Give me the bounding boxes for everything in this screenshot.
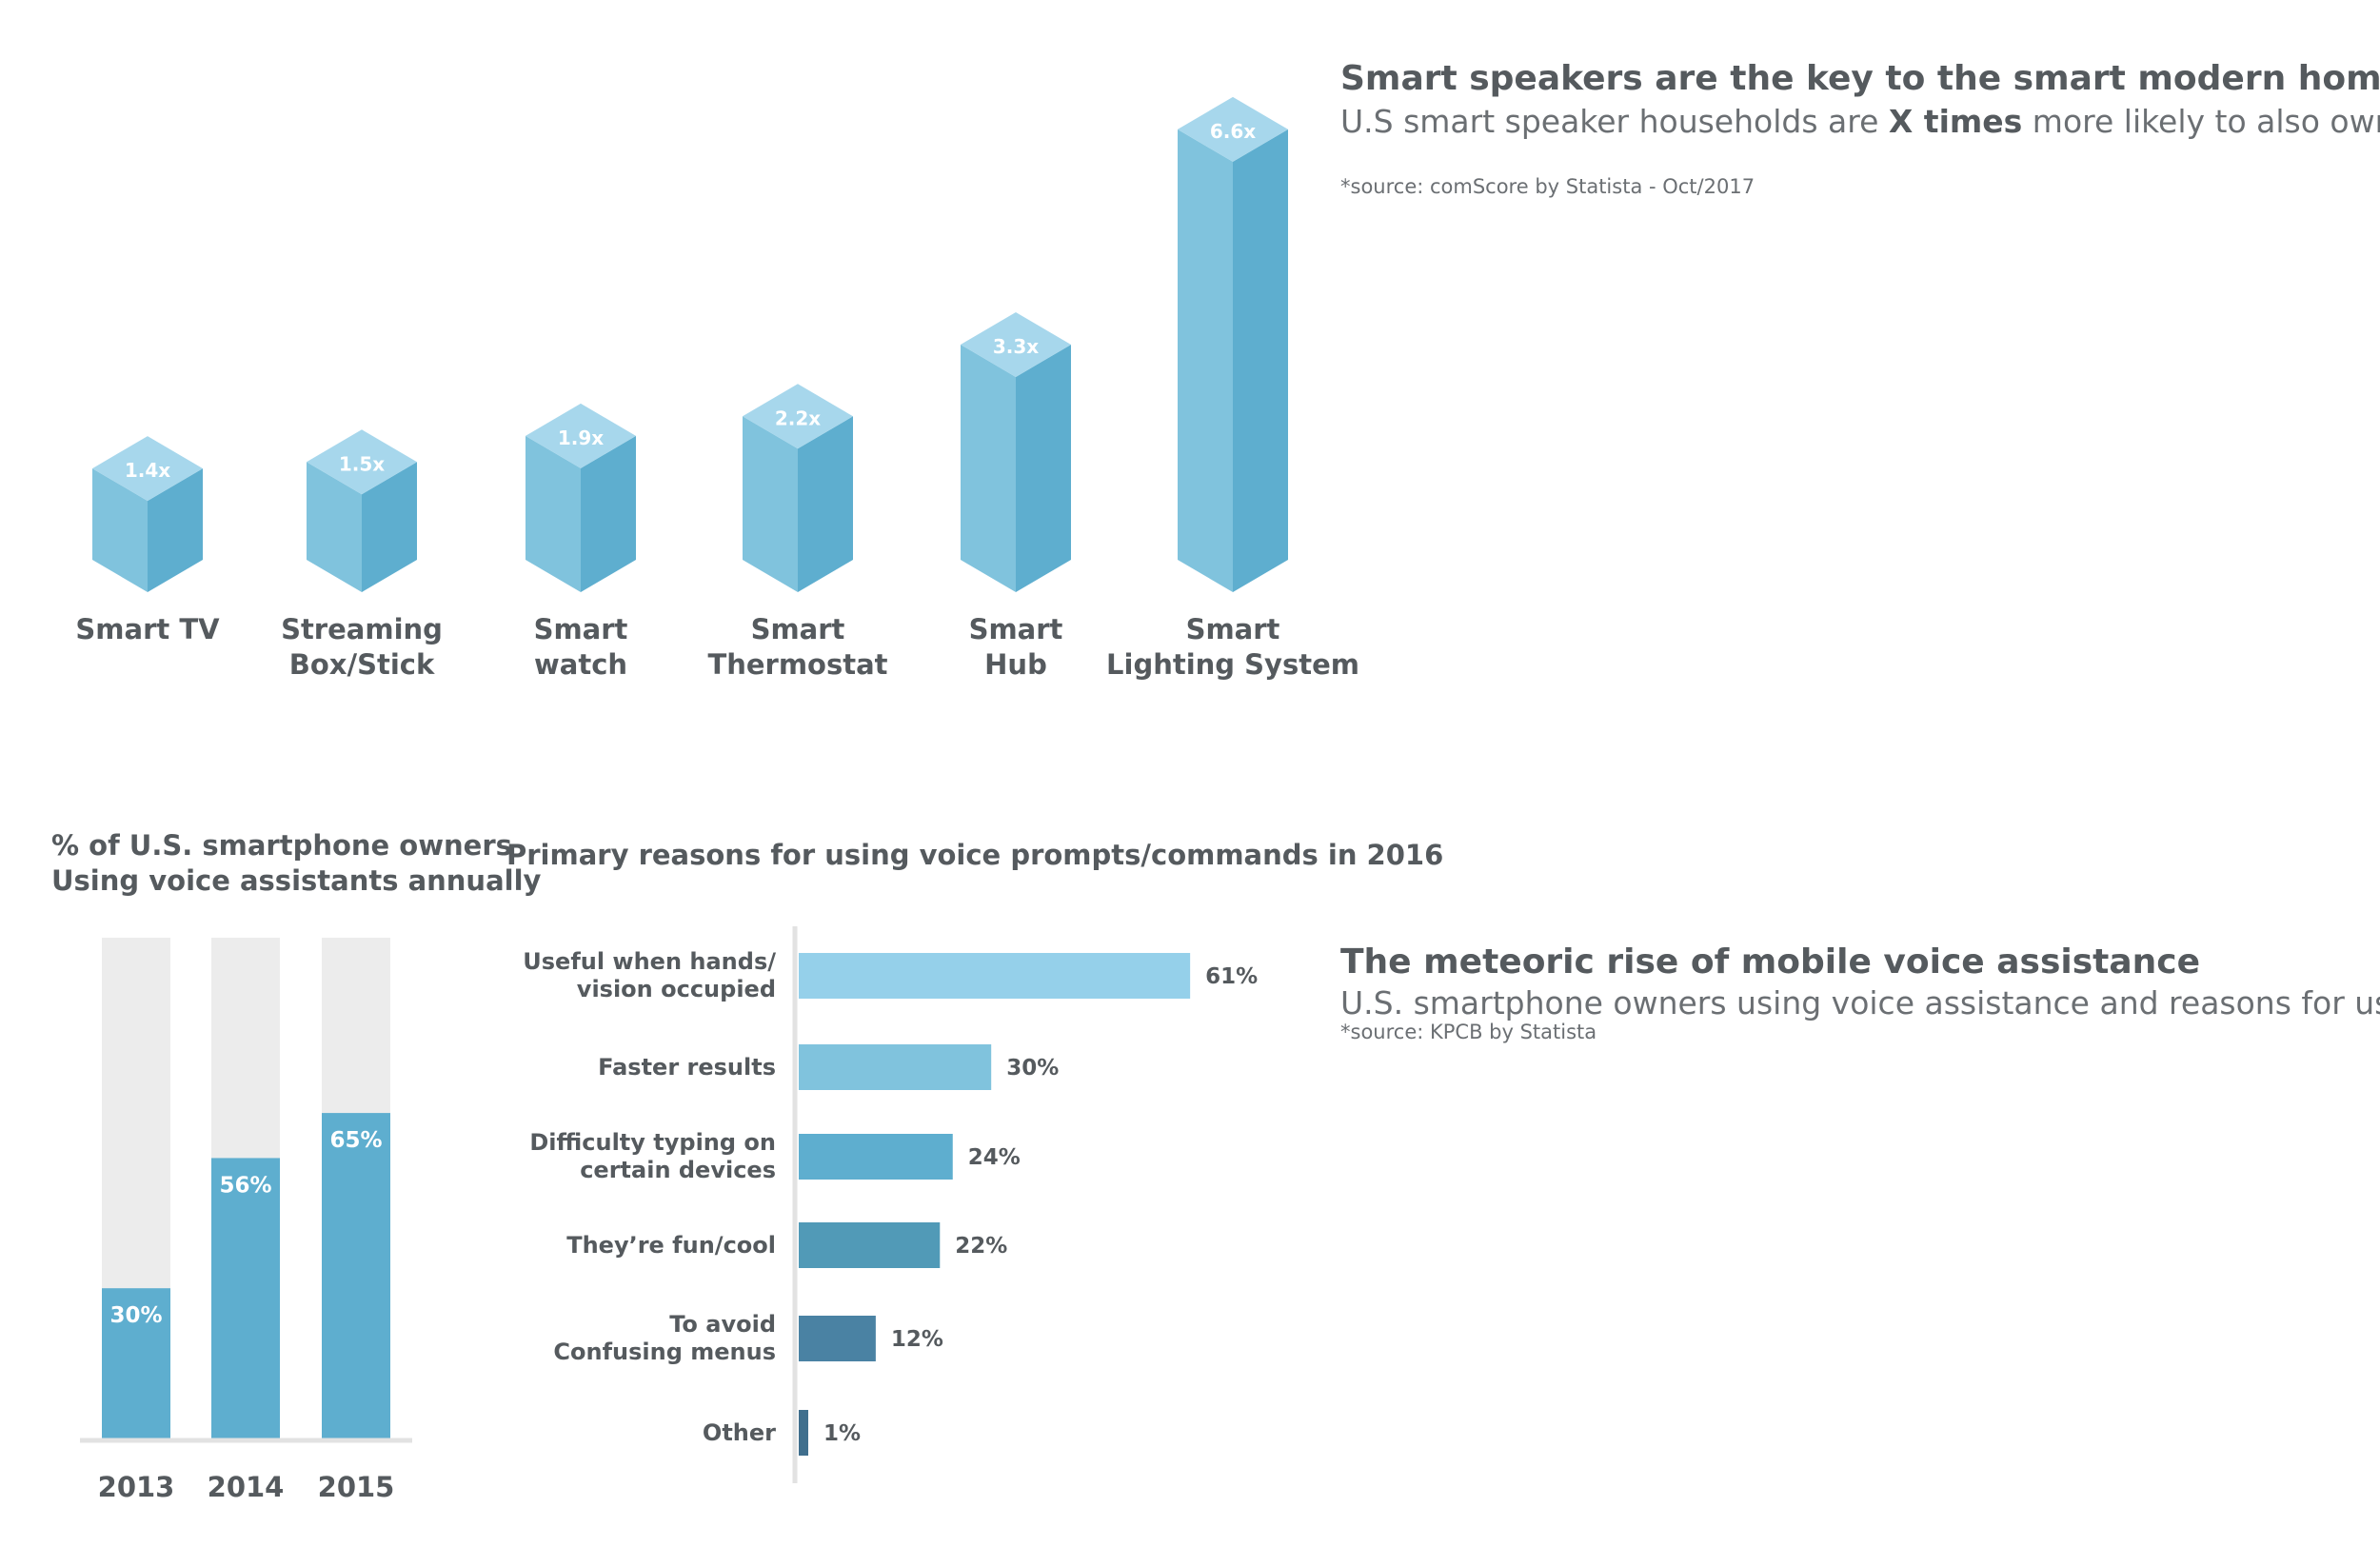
top-title: Smart speakers are the key to the smart … [1340, 59, 2380, 98]
cube-left-face-3 [743, 416, 798, 592]
cube-top-face-0 [92, 436, 203, 502]
year-bar-1 [211, 1158, 280, 1438]
cube-top-face-3 [743, 384, 853, 449]
right-chart-title: Primary reasons for using voice prompts/… [506, 839, 1444, 871]
cube-right-face-2 [581, 435, 636, 592]
reason-bar-value-label: 12% [891, 1327, 943, 1352]
reason-bar-value-label: 30% [1006, 1056, 1059, 1081]
cube-category-label: Lighting System [1106, 648, 1359, 681]
reason-category-label: Confusing menus [553, 1339, 776, 1365]
cube-value-label: 3.3x [993, 335, 1039, 358]
reason-category-label: To avoid [669, 1311, 776, 1338]
bottom-subtitle: U.S. smartphone owners using voice assis… [1340, 984, 2380, 1022]
reason-bar-5 [799, 1410, 808, 1456]
year-bar-0 [102, 1288, 170, 1438]
year-tick-label: 2015 [317, 1471, 395, 1503]
reason-category-label: They’re fun/cool [566, 1231, 776, 1259]
cube-top-face-5 [1178, 96, 1288, 162]
cube-right-face-0 [148, 468, 203, 592]
year-bar-value-label: 56% [219, 1173, 271, 1198]
reason-category-label: Other [702, 1418, 776, 1446]
cube-top-face-1 [307, 429, 417, 495]
reason-bar-3 [799, 1222, 941, 1268]
reason-bar-4 [799, 1316, 876, 1361]
left-chart-title-line1: % of U.S. smartphone owners [51, 829, 512, 862]
cube-top-face-2 [526, 403, 636, 468]
cube-top-face-4 [961, 311, 1071, 377]
year-bar-2 [322, 1113, 390, 1438]
reason-bar-value-label: 24% [968, 1145, 1021, 1170]
cube-right-face-1 [362, 462, 417, 592]
reason-bar-value-label: 61% [1205, 964, 1258, 989]
cube-category-label: watch [533, 648, 628, 681]
cube-right-face-4 [1016, 344, 1071, 592]
reason-category-label: Faster results [598, 1053, 776, 1081]
top-subtitle: U.S smart speaker households are X times… [1340, 103, 2380, 140]
reason-bar-value-label: 22% [955, 1234, 1007, 1259]
year-bar-value-label: 65% [329, 1128, 382, 1153]
cube-left-face-2 [526, 435, 581, 592]
year-bar-value-label: 30% [109, 1303, 162, 1328]
top-subtitle-post: more likely to also own a… [2032, 103, 2380, 140]
cube-left-face-5 [1178, 129, 1233, 592]
cube-category-label: Streaming [281, 613, 443, 645]
reason-category-label: Difficulty typing on [529, 1129, 776, 1156]
year-tick-label: 2014 [207, 1471, 285, 1503]
cube-category-label: Box/Stick [288, 648, 435, 681]
reason-category-label: certain devices [580, 1157, 776, 1183]
cube-category-label: Hub [984, 648, 1047, 681]
cube-category-label: Smart [968, 613, 1063, 645]
cube-value-label: 1.9x [558, 426, 604, 449]
left-chart-title-line2: Using voice assistants annually [51, 864, 542, 897]
cube-category-label: Smart [750, 613, 845, 645]
top-subtitle-bold: X times [1888, 103, 2023, 140]
cube-left-face-1 [307, 462, 362, 592]
top-subtitle-pre: U.S smart speaker households are [1340, 103, 1889, 140]
reason-category-label: vision occupied [576, 976, 776, 1002]
cube-value-label: 6.6x [1210, 120, 1256, 143]
cube-category-label: Thermostat [707, 648, 888, 681]
top-source: *source: comScore by Statista - Oct/2017 [1340, 175, 1755, 198]
reason-bar-0 [799, 953, 1191, 999]
reason-bar-1 [799, 1044, 992, 1090]
cube-left-face-0 [92, 468, 148, 592]
cube-right-face-5 [1233, 129, 1288, 592]
cube-value-label: 1.5x [339, 452, 385, 475]
bottom-source: *source: KPCB by Statista [1340, 1021, 1597, 1043]
reason-bar-2 [799, 1134, 953, 1180]
reason-bar-value-label: 1% [823, 1421, 861, 1446]
cube-category-label: Smart [533, 613, 628, 645]
cube-right-face-3 [798, 416, 853, 592]
cube-category-label: Smart [1185, 613, 1280, 645]
cube-value-label: 2.2x [775, 407, 821, 429]
bottom-title: The meteoric rise of mobile voice assist… [1340, 942, 2201, 982]
cube-category-label: Smart TV [75, 613, 220, 645]
reason-category-label: Useful when hands/ [523, 948, 776, 975]
year-tick-label: 2013 [97, 1471, 175, 1503]
cube-left-face-4 [961, 344, 1016, 592]
cube-value-label: 1.4x [125, 459, 170, 482]
